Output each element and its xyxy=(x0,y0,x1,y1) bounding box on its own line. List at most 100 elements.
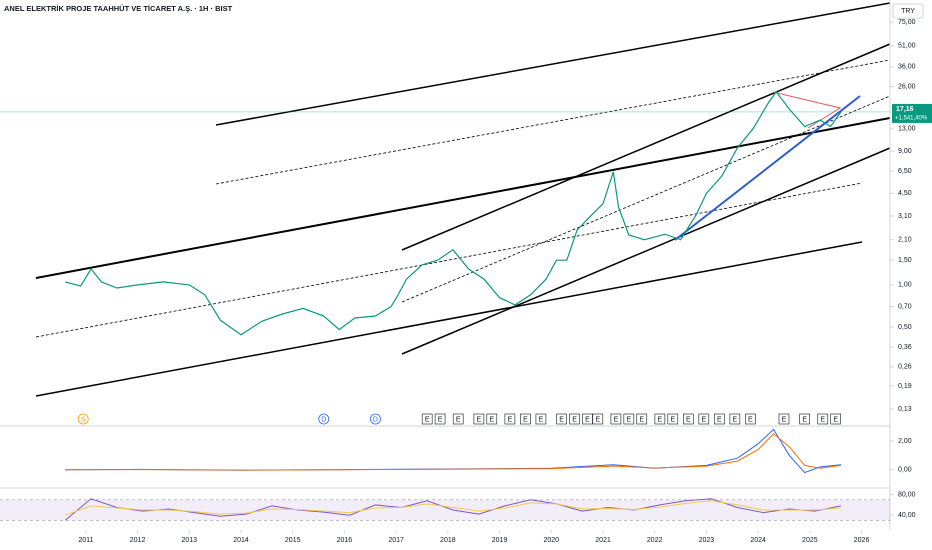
event-marker xyxy=(610,413,622,425)
rsi-band xyxy=(0,499,890,521)
y-tick-label: 1,50 xyxy=(898,257,912,264)
x-tick-label: 2019 xyxy=(492,537,508,544)
event-marker xyxy=(698,413,710,425)
event-label: E xyxy=(686,416,691,423)
y-tick-label: 0,26 xyxy=(898,364,912,371)
event-label: E xyxy=(572,416,577,423)
event-marker xyxy=(421,413,433,425)
event-marker xyxy=(486,413,498,425)
y-tick-label: 3,10 xyxy=(898,213,912,220)
event-label: E xyxy=(701,416,706,423)
series-line xyxy=(65,500,841,516)
y-tick-label: 80,00 xyxy=(898,491,916,498)
event-marker xyxy=(667,413,679,425)
event-marker xyxy=(592,413,604,425)
event-marker xyxy=(569,413,580,425)
x-tick-label: 2026 xyxy=(854,537,870,544)
event-label: E xyxy=(782,416,787,423)
last-price: 17,16 xyxy=(896,106,914,113)
event-label: E xyxy=(559,416,564,423)
event-marker xyxy=(799,413,810,425)
event-label: E xyxy=(717,416,722,423)
x-tick-label: 2017 xyxy=(388,537,404,544)
y-tick-label: 2,00 xyxy=(898,438,912,445)
y-tick-label: 0,13 xyxy=(898,406,912,413)
event-marker xyxy=(473,413,485,425)
y-tick-label: 0,50 xyxy=(898,324,912,331)
x-tick-label: 2018 xyxy=(440,537,456,544)
event-label: E xyxy=(670,416,675,423)
series-line xyxy=(65,433,841,471)
event-label: E xyxy=(733,416,738,423)
event-marker xyxy=(745,413,756,425)
currency-box[interactable] xyxy=(892,3,924,19)
event-label: E xyxy=(627,416,632,423)
x-tick-label: 2013 xyxy=(181,537,197,544)
event-marker xyxy=(370,413,381,425)
event-marker xyxy=(318,413,330,425)
event-label: E xyxy=(425,416,430,423)
event-label: E xyxy=(539,416,544,423)
y-tick-label: 0,36 xyxy=(898,344,912,351)
y-tick-label: 4,50 xyxy=(898,190,912,197)
event-label: E xyxy=(523,416,528,423)
event-label: E xyxy=(438,416,443,423)
price-label-box xyxy=(892,103,932,123)
event-marker xyxy=(729,413,741,425)
x-tick-label: 2023 xyxy=(699,537,715,544)
y-tick-label: 36,00 xyxy=(898,64,916,71)
x-tick-label: 2014 xyxy=(233,537,249,544)
y-tick-label: 0,19 xyxy=(898,383,912,390)
drawings xyxy=(35,2,891,397)
event-marker xyxy=(683,413,694,425)
y-tick-label: 51,00 xyxy=(898,42,916,49)
event-marker xyxy=(817,413,829,425)
event-label: E xyxy=(639,416,644,423)
y-tick-label: 6,50 xyxy=(898,168,912,175)
event-label: E xyxy=(508,416,513,423)
event-label: E xyxy=(820,416,825,423)
y-tick-label: 75,00 xyxy=(898,19,916,26)
event-marker xyxy=(623,413,635,425)
event-marker xyxy=(556,413,567,425)
y-tick-label: 0,00 xyxy=(898,467,912,474)
currency[interactable]: TRY xyxy=(901,8,915,15)
event-marker xyxy=(452,413,464,425)
x-tick-label: 2016 xyxy=(337,537,353,544)
x-tick-label: 2025 xyxy=(802,537,818,544)
x-tick-label: 2015 xyxy=(285,537,301,544)
event-label: E xyxy=(614,416,619,423)
event-label: D xyxy=(321,416,326,423)
event-label: E xyxy=(585,416,590,423)
event-marker xyxy=(636,413,648,425)
series-line xyxy=(64,498,841,521)
event-marker xyxy=(778,413,790,425)
event-label: E xyxy=(595,416,600,423)
event-marker xyxy=(714,413,725,425)
x-tick-label: 2020 xyxy=(543,537,559,544)
series-line xyxy=(65,90,842,336)
event-label: E xyxy=(477,416,482,423)
event-label: E xyxy=(748,416,753,423)
y-tick-label: 2,10 xyxy=(898,237,912,244)
event-marker xyxy=(535,413,547,425)
event-label: E xyxy=(489,416,494,423)
y-tick-label: 0,70 xyxy=(898,303,912,310)
event-label: E xyxy=(456,416,461,423)
x-tick-label: 2012 xyxy=(130,537,146,544)
event-label: D xyxy=(373,416,378,423)
event-marker xyxy=(830,413,842,425)
event-label: E xyxy=(802,416,807,423)
x-tick-label: 2011 xyxy=(78,537,93,544)
event-marker xyxy=(582,413,593,425)
event-label: E xyxy=(658,416,663,423)
change: +1.541,40% xyxy=(895,116,928,122)
event-marker xyxy=(434,413,446,425)
y-tick-label: 26,00 xyxy=(898,83,916,90)
event-label: S xyxy=(81,416,86,423)
y-tick-label: 1,00 xyxy=(898,282,912,289)
y-tick-label: 9,00 xyxy=(898,148,912,155)
event-marker xyxy=(504,413,516,425)
event-marker xyxy=(654,413,666,425)
